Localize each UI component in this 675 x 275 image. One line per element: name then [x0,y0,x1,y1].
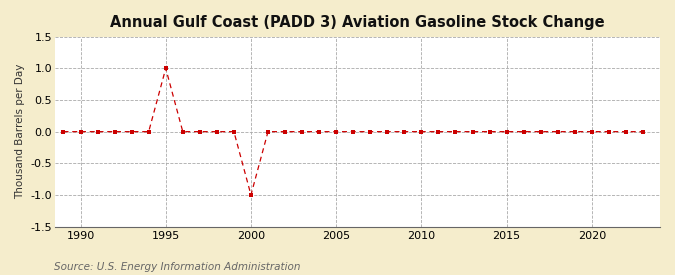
Text: Source: U.S. Energy Information Administration: Source: U.S. Energy Information Administ… [54,262,300,272]
Title: Annual Gulf Coast (PADD 3) Aviation Gasoline Stock Change: Annual Gulf Coast (PADD 3) Aviation Gaso… [110,15,605,30]
Y-axis label: Thousand Barrels per Day: Thousand Barrels per Day [15,64,25,199]
